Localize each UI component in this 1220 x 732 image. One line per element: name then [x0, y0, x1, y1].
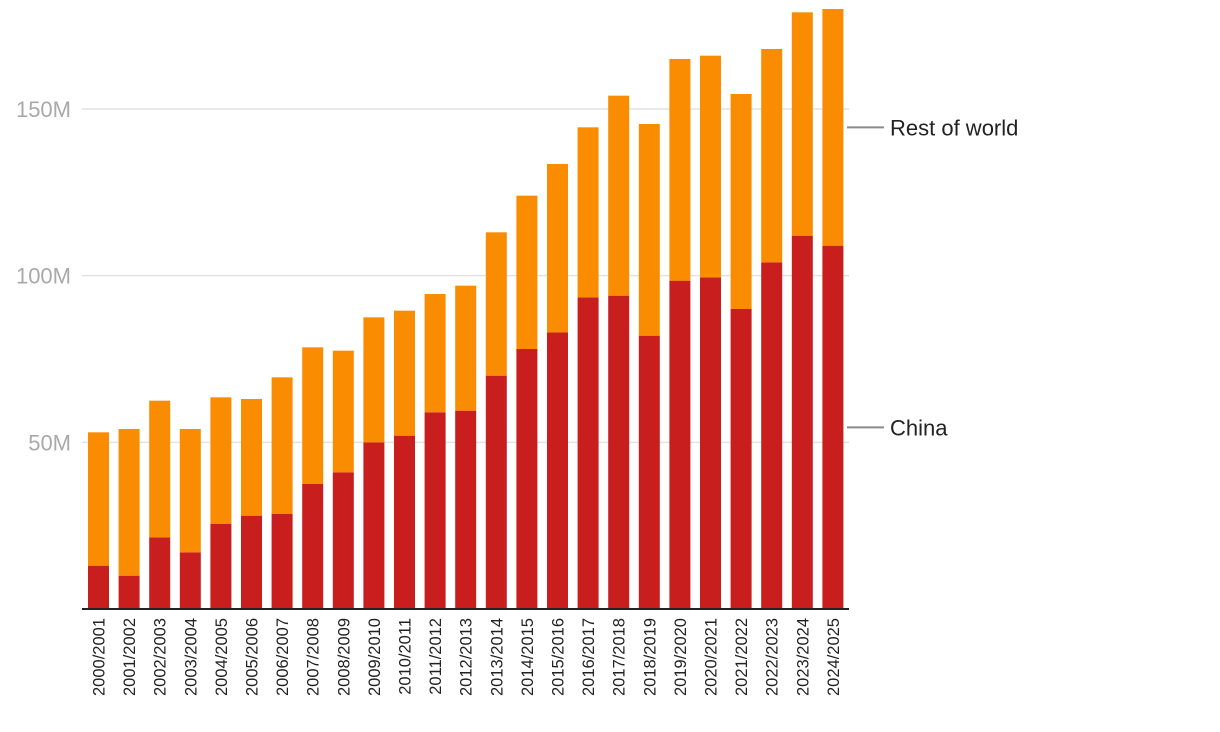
y-tick-label: 100M	[16, 264, 71, 289]
bar-china	[241, 515, 262, 609]
bar-rest-of-world	[241, 399, 262, 516]
bar-rest-of-world	[118, 429, 140, 576]
legend-label-china: China	[890, 415, 948, 440]
bar-rest-of-world	[271, 377, 293, 514]
x-tick-label: 2001/2002	[121, 618, 139, 696]
x-tick-label: 2002/2003	[152, 618, 170, 696]
bar-china	[271, 514, 293, 609]
x-tick-label: 2009/2010	[366, 618, 384, 696]
bar-china	[700, 277, 721, 609]
x-tick-label: 2000/2001	[91, 618, 109, 696]
bar-china	[516, 349, 538, 609]
bar-china	[394, 435, 415, 609]
bar-rest-of-world	[394, 310, 415, 436]
bar-china	[638, 335, 660, 609]
x-tick-label: 2012/2013	[458, 618, 476, 696]
x-tick-label: 2017/2018	[611, 618, 629, 696]
bar-rest-of-world	[455, 285, 477, 411]
x-tick-label: 2014/2015	[519, 618, 537, 696]
x-tick-label: 2011/2012	[427, 618, 445, 695]
bars	[88, 9, 844, 609]
bar-china	[730, 309, 752, 609]
bar-rest-of-world	[669, 59, 691, 281]
bar-rest-of-world	[638, 124, 660, 336]
bar-china	[822, 245, 844, 609]
x-tick-label: 2024/2025	[825, 618, 843, 696]
bar-rest-of-world	[424, 294, 446, 413]
x-tick-label: 2008/2009	[335, 618, 353, 696]
bar-rest-of-world	[700, 55, 721, 278]
bar-china	[179, 552, 201, 609]
x-tick-label: 2010/2011	[397, 618, 415, 695]
x-tick-label: 2021/2022	[733, 618, 751, 696]
bar-rest-of-world	[149, 400, 171, 538]
x-tick-label: 2006/2007	[274, 618, 292, 696]
bar-china	[669, 280, 691, 609]
bar-china	[210, 524, 232, 609]
x-tick-label: 2020/2021	[703, 618, 721, 696]
bar-china	[761, 262, 783, 609]
bar-rest-of-world	[179, 429, 201, 553]
x-tick-label: 2023/2024	[794, 618, 812, 696]
x-tick-label: 2016/2017	[580, 618, 598, 696]
bar-rest-of-world	[547, 164, 568, 333]
bar-china	[118, 575, 140, 609]
bar-rest-of-world	[761, 49, 783, 263]
bar-rest-of-world	[302, 347, 324, 484]
bar-china	[332, 472, 354, 609]
bar-rest-of-world	[88, 432, 109, 566]
bar-rest-of-world	[577, 127, 599, 298]
x-tick-label: 2007/2008	[305, 618, 323, 696]
x-axis-labels: 2000/2001 2001/2002 2002/2003 2003/2004 2004…	[91, 618, 843, 696]
x-tick-label: 2005/2006	[244, 618, 262, 696]
bar-rest-of-world	[332, 350, 354, 473]
bar-china	[424, 412, 446, 609]
y-tick-label: 150M	[16, 97, 71, 122]
y-tick-label: 50M	[28, 430, 71, 455]
bar-rest-of-world	[363, 317, 385, 443]
bar-china	[577, 297, 599, 609]
x-tick-label: 2018/2019	[641, 618, 659, 696]
bar-china	[455, 410, 477, 609]
bar-rest-of-world	[791, 12, 813, 236]
x-tick-label: 2003/2004	[182, 618, 200, 696]
bar-rest-of-world	[730, 94, 752, 309]
bar-china	[302, 484, 324, 609]
bar-china	[485, 375, 507, 609]
x-tick-label: 2022/2023	[764, 618, 782, 696]
y-axis-ticks: 50M 100M 150M	[16, 97, 71, 455]
x-tick-label: 2015/2016	[550, 618, 568, 696]
bar-rest-of-world	[485, 232, 507, 376]
bar-rest-of-world	[516, 195, 538, 349]
bar-rest-of-world	[608, 95, 630, 296]
legend-label-rest-of-world: Rest of world	[890, 115, 1018, 140]
bar-china	[791, 235, 813, 609]
x-tick-label: 2019/2020	[672, 618, 690, 696]
x-tick-label: 2013/2014	[488, 618, 506, 696]
bar-china	[88, 565, 109, 609]
legend: China Rest of world	[847, 115, 1018, 440]
x-tick-label: 2004/2005	[213, 618, 231, 696]
bar-china	[547, 332, 568, 609]
bar-china	[149, 537, 171, 609]
bar-china	[608, 295, 630, 609]
bar-rest-of-world	[210, 397, 232, 524]
bar-rest-of-world	[822, 9, 844, 246]
bar-china	[363, 442, 385, 609]
